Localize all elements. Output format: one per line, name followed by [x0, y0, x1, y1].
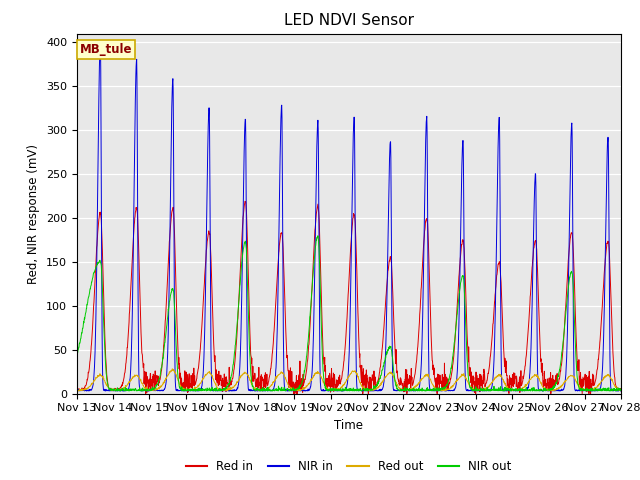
- Red out: [602, 373, 609, 379]
- NIR in: [291, 388, 298, 394]
- NIR in: [73, 387, 81, 393]
- NIR out: [268, 388, 276, 394]
- Title: LED NDVI Sensor: LED NDVI Sensor: [284, 13, 414, 28]
- Red in: [338, 374, 346, 380]
- Red in: [602, 256, 609, 262]
- NIR in: [502, 387, 509, 393]
- NIR out: [314, 233, 322, 239]
- Red in: [142, 391, 150, 396]
- Red out: [324, 385, 332, 391]
- Red out: [502, 383, 509, 388]
- NIR out: [602, 385, 609, 391]
- Legend: Red in, NIR in, Red out, NIR out: Red in, NIR in, Red out, NIR out: [181, 455, 516, 478]
- Red in: [502, 363, 509, 369]
- Red out: [73, 388, 81, 394]
- NIR out: [617, 386, 625, 392]
- NIR out: [602, 388, 609, 394]
- Red out: [101, 378, 109, 384]
- Red out: [168, 366, 176, 372]
- Line: NIR out: NIR out: [77, 236, 621, 391]
- NIR in: [101, 386, 109, 392]
- NIR out: [502, 386, 509, 392]
- NIR in: [324, 388, 332, 394]
- NIR out: [338, 388, 346, 394]
- Red in: [100, 325, 108, 331]
- Red in: [324, 381, 332, 387]
- Red in: [617, 388, 625, 394]
- NIR in: [617, 388, 625, 394]
- Red in: [73, 386, 81, 392]
- Red in: [241, 198, 249, 204]
- X-axis label: Time: Time: [334, 419, 364, 432]
- NIR in: [602, 235, 609, 240]
- NIR out: [324, 387, 332, 393]
- NIR out: [73, 353, 81, 359]
- Text: MB_tule: MB_tule: [79, 43, 132, 56]
- Red out: [602, 374, 609, 380]
- NIR in: [97, 40, 104, 46]
- Red out: [617, 388, 625, 394]
- Line: NIR in: NIR in: [77, 43, 621, 391]
- Y-axis label: Red, NIR response (mV): Red, NIR response (mV): [28, 144, 40, 284]
- Red in: [602, 254, 609, 260]
- NIR in: [338, 388, 346, 394]
- Red out: [75, 388, 83, 394]
- Red out: [338, 384, 346, 390]
- NIR in: [602, 251, 609, 257]
- Line: Red out: Red out: [77, 369, 621, 391]
- Line: Red in: Red in: [77, 201, 621, 394]
- NIR out: [100, 341, 108, 347]
